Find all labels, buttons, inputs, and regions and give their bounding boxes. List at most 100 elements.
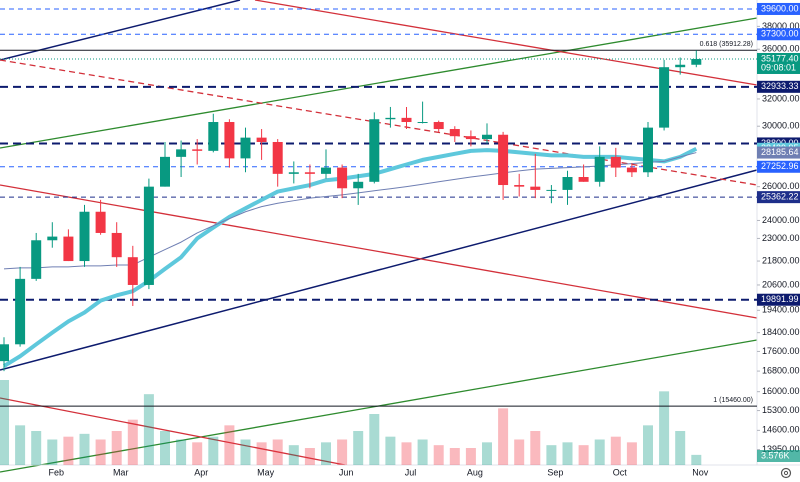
candle-body [272,141,283,174]
volume-bar [321,442,331,465]
volume-bar [256,442,267,465]
x-tick-label: Jul [405,467,417,477]
volume-bar [31,431,42,465]
trendline [0,184,758,319]
volume-bar [530,431,541,465]
fib-label: 1 (15460.00) [713,397,753,404]
candle-body [498,134,509,186]
x-tick-label: Jun [339,467,354,477]
candle-body [401,117,412,123]
volume-bar [176,439,187,465]
candle-body [47,236,58,241]
settings-icon[interactable] [780,467,792,479]
volume-bar [578,445,589,465]
candle-body [79,211,90,262]
candle-body [337,167,348,189]
candle-body [449,129,460,137]
candle-body [15,278,26,345]
candle-body [31,240,42,279]
candle-body [143,186,154,285]
volume-bar [224,425,235,465]
y-tick-label: 13950.00 [762,444,800,454]
volume-bar [659,391,670,465]
volume-bar [208,436,219,465]
y-tick-label: 38000.00 [762,21,800,31]
candle-body [530,186,541,190]
candle-body [256,137,267,142]
candle-body [562,177,573,190]
level-label: 27252.96 [761,161,799,171]
y-tick-label: 14600.00 [762,425,800,435]
candle-body [417,122,428,124]
x-tick-label: Aug [467,467,483,477]
candle-body [385,117,396,120]
level-box [757,2,800,15]
y-tick-label: 18400.00 [762,327,800,337]
volume-bar [449,448,460,465]
volume-bar [643,425,653,465]
volume-bar [240,439,251,465]
volume-bar [63,436,74,465]
y-tick-label: 17600.00 [762,346,800,356]
y-tick-label: 16000.00 [762,386,800,396]
y-tick-label: 15300.00 [762,405,800,415]
candle-body [643,127,653,173]
x-tick-label: Sep [547,467,563,477]
volume-bar [546,445,557,465]
candle-body [482,134,492,140]
y-tick-label: 30000.00 [762,121,800,131]
countdown: 09:08:01 [761,62,796,72]
fib-label: 0.618 (35912.28) [700,41,753,48]
level-box [757,80,800,93]
candle-body [578,177,589,182]
candle-body [626,167,637,173]
candle-body [63,236,74,262]
candle-body [127,257,138,285]
moving-average [2,146,698,368]
trendline [0,17,758,149]
trendline [254,0,758,86]
candle-body [288,172,299,174]
volume-bar [47,439,58,465]
volume-box [757,450,800,462]
candle-body [546,189,557,191]
level-label: 25362.22 [761,192,799,202]
y-tick-label: 16800.00 [762,365,800,375]
level-label: 32933.33 [761,81,799,91]
volume-bar [192,442,203,465]
candle-body [369,119,380,182]
candle-body [691,58,702,65]
y-tick-label: 20600.00 [762,279,800,289]
volume-bar [691,454,702,465]
volume-bar [433,445,444,465]
candle-body [160,156,170,187]
x-tick-label: Oct [613,467,628,477]
candle-body [95,211,106,233]
level-label: 19891.99 [761,294,799,304]
x-tick-label: Apr [194,467,208,477]
candle-body [111,232,122,258]
current-price-box [757,52,800,74]
level-label: 39600.00 [761,3,799,13]
x-tick-label: Feb [49,467,65,477]
candle-body [176,149,187,157]
y-tick-label: 23000.00 [762,233,800,243]
volume-bar [626,442,637,465]
volume-bar [272,439,283,465]
volume-bar [304,448,315,465]
volume-bar [482,442,492,465]
volume-bar [675,431,686,465]
y-tick-label: 24000.00 [762,215,800,225]
volume-bar [337,439,348,465]
volume-bar [498,408,509,465]
candle-body [659,67,670,128]
candle-body [675,64,686,68]
ma-price-label: 28185.64 [761,147,799,157]
y-tick-label: 32000.00 [762,93,800,103]
candle-body [192,149,203,151]
candle-body [465,136,476,140]
volume-bar [15,425,26,465]
volume-bar [401,442,412,465]
volume-bar [562,442,573,465]
candle-body [514,185,525,187]
